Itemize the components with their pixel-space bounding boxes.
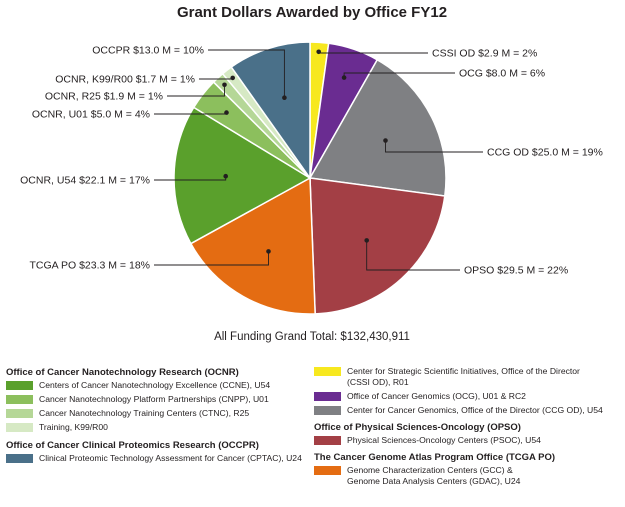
slice-label-occpr: OCCPR $13.0 M = 10% [92, 45, 204, 57]
slice-label-cssi-od: CSSI OD $2.9 M = 2% [432, 48, 537, 60]
legend-entry: Centers of Cancer Nanotechnology Excelle… [6, 380, 306, 391]
legend-right: Center for Strategic Scientific Initiati… [314, 366, 619, 492]
pie-slice-occpr [230, 41, 311, 181]
legend-swatch [6, 395, 33, 404]
legend-left: Office of Cancer Nanotechnology Research… [6, 366, 306, 470]
leader-dot-tcga-po [266, 249, 271, 254]
chart-title: Grant Dollars Awarded by Office FY12 [177, 4, 447, 21]
leader-dot-ocnr-u54 [223, 173, 228, 179]
legend-entry: Cancer Nanotechnology Training Centers (… [6, 408, 306, 419]
legend-group-title: Office of Cancer Nanotechnology Research… [6, 367, 239, 378]
legend-label: Physical Sciences-Oncology Centers (PSOC… [347, 435, 541, 445]
legend-swatch [314, 406, 341, 415]
slice-label-ccg-od: CCG OD $25.0 M = 19% [487, 147, 603, 159]
legend-group: The Cancer Genome Atlas Program Office (… [314, 451, 619, 487]
legend-entry: Training, K99/R00 [6, 422, 306, 433]
legend-swatch [6, 409, 33, 418]
leader-dot-ocg [341, 75, 347, 80]
legend-label: Office of Cancer Genomics (OCG), U01 & R… [347, 391, 526, 401]
legend-group-title: Office of Physical Sciences-Oncology (OP… [314, 422, 521, 433]
legend-group-title: The Cancer Genome Atlas Program Office (… [314, 452, 556, 463]
legend-label: Center for Strategic Scientific Initiati… [347, 366, 580, 387]
leader-line-opso [366, 240, 460, 271]
leader-dot-cssi-od [316, 49, 322, 55]
legend-label: Center for Cancer Genomics, Office of th… [347, 405, 603, 415]
pie-slices [173, 41, 447, 315]
slice-label-tcga-po: TCGA PO $23.3 M = 18% [29, 260, 150, 272]
legend-swatch [314, 392, 341, 401]
legend-group: Office of Cancer Clinical Proteomics Res… [6, 439, 306, 464]
pie-slice-labels: CSSI OD $2.9 M = 2% OCG $8.0 M = 6% CCG OD… [20, 45, 603, 277]
legend-swatch [314, 367, 341, 376]
slice-label-ocnr-u54: OCNR, U54 $22.1 M = 17% [20, 175, 150, 187]
legend-group-title: Office of Cancer Clinical Proteomics Res… [6, 440, 259, 451]
legend-swatch [6, 454, 33, 463]
pie-slice-ocnr-u54 [173, 106, 312, 245]
slice-label-ocg: OCG $8.0 M = 6% [459, 68, 545, 80]
legend-swatch [6, 381, 33, 390]
legend-entry: Cancer Nanotechnology Platform Partnersh… [6, 394, 306, 405]
leader-line-ccg-od [385, 140, 483, 153]
leader-line-ocnr-r25 [167, 84, 225, 97]
legend-group: Office of Physical Sciences-Oncology (OP… [314, 421, 619, 446]
legend-entry: Physical Sciences-Oncology Centers (PSOC… [314, 435, 619, 446]
legend-label: Cancer Nanotechnology Training Centers (… [39, 408, 250, 418]
legend-entry: Genome Characterization Centers (GCC) & … [314, 465, 619, 487]
legend-group: Office of Cancer Nanotechnology Research… [6, 366, 306, 433]
slice-label-ocnr-k99: OCNR, K99/R00 $1.7 M = 1% [55, 74, 195, 86]
legend-swatch [314, 436, 341, 445]
legend-entry: Office of Cancer Genomics (OCG), U01 & R… [314, 391, 619, 402]
legend-label: Training, K99/R00 [39, 422, 108, 432]
legend-label: Genome Characterization Centers (GCC) & … [347, 465, 521, 486]
legend-label: Clinical Proteomic Technology Assessment… [39, 453, 302, 463]
pie-leader-lines [154, 49, 483, 271]
legend-group: Center for Strategic Scientific Initiati… [314, 366, 619, 416]
leader-line-occpr [208, 49, 285, 98]
legend-swatch [314, 466, 341, 475]
leader-dot-opso [364, 238, 370, 243]
legend-entry: Center for Strategic Scientific Initiati… [314, 366, 619, 388]
legend-entry: Center for Cancer Genomics, Office of th… [314, 405, 619, 416]
leader-dot-ocnr-k99 [230, 75, 235, 81]
pie-slice-tcga-po [189, 176, 316, 315]
pie-slice-opso [309, 177, 446, 315]
leader-dot-occpr [282, 95, 287, 100]
leader-dot-ocnr-u01 [224, 110, 229, 115]
leader-dot-ccg-od [383, 138, 388, 143]
grand-total-label: All Funding Grand Total: $132,430,911 [214, 331, 410, 343]
legend-label: Cancer Nanotechnology Platform Partnersh… [39, 394, 269, 404]
legend-entry: Clinical Proteomic Technology Assessment… [6, 453, 306, 464]
slice-label-ocnr-u01: OCNR, U01 $5.0 M = 4% [32, 109, 150, 121]
legend-label: Centers of Cancer Nanotechnology Excelle… [39, 380, 271, 390]
leader-dot-ocnr-r25 [222, 82, 227, 88]
pie-slice-ccg-od [308, 58, 447, 197]
slice-label-opso: OPSO $29.5 M = 22% [464, 265, 568, 277]
slice-label-ocnr-r25: OCNR, R25 $1.9 M = 1% [45, 91, 163, 103]
leader-line-tcga-po [154, 251, 269, 266]
legend-swatch [6, 423, 33, 432]
